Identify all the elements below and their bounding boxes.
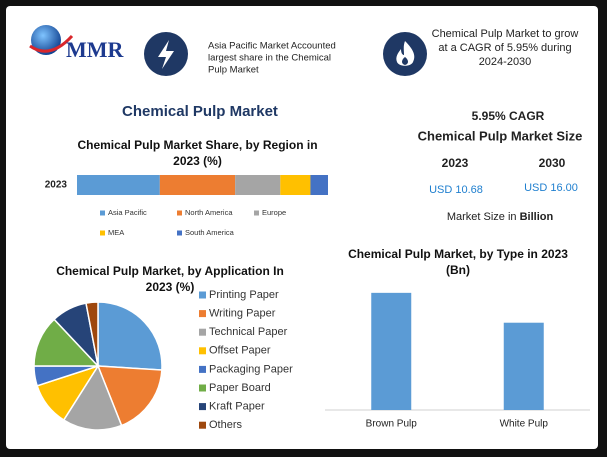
legend-swatch xyxy=(199,310,206,318)
legend-label: Printing Paper xyxy=(209,289,279,301)
chart-title: Chemical Pulp Market, by Type in 2023 (B… xyxy=(348,247,568,277)
market-value: USD 16.00 xyxy=(524,182,578,194)
header-left-line: Pulp Market xyxy=(208,65,259,76)
legend-label: Europe xyxy=(262,208,286,217)
legend-swatch xyxy=(199,384,206,392)
legend-swatch xyxy=(177,230,182,236)
market-size-label: Market Size in Billion xyxy=(447,211,554,223)
legend-label: Packaging Paper xyxy=(209,363,293,375)
pie-slice xyxy=(85,301,99,367)
chart-title: Chemical Pulp Market Share, by Region in… xyxy=(77,138,318,168)
legend-label: Paper Board xyxy=(209,382,271,394)
legend-swatch xyxy=(100,230,105,236)
legend-swatch xyxy=(100,210,105,216)
legend-label: Kraft Paper xyxy=(209,401,265,413)
header-right-line: Chemical Pulp Market to grow xyxy=(432,28,579,40)
legend-label: Technical Paper xyxy=(209,326,288,338)
year: 2023 xyxy=(442,156,469,170)
legend-label: North America xyxy=(185,208,233,217)
legend-swatch xyxy=(254,210,259,216)
bar-segment xyxy=(159,175,236,195)
market-size-heading: Chemical Pulp Market Size xyxy=(418,128,583,143)
legend-swatch xyxy=(199,347,206,355)
bar-segment xyxy=(235,175,281,195)
legend-swatch xyxy=(199,365,206,373)
bar-segment xyxy=(280,175,311,195)
flame-shape xyxy=(396,41,415,66)
chart-title: Chemical Pulp Market, by Application In … xyxy=(56,264,284,294)
x-tick-label: Brown Pulp xyxy=(366,419,418,430)
market-value: USD 10.68 xyxy=(429,184,483,196)
logo-text: MMR xyxy=(66,37,125,62)
legend-label: Asia Pacific xyxy=(108,208,147,217)
legend-swatch xyxy=(199,403,206,411)
bar-segment xyxy=(77,175,160,195)
category-label: 2023 xyxy=(45,180,68,191)
year: 2030 xyxy=(539,156,566,170)
header-left-line: Asia Pacific Market Accounted xyxy=(208,41,336,52)
cagr: 5.95% CAGR xyxy=(472,109,545,123)
flame-core xyxy=(402,57,408,65)
bar-segment xyxy=(310,175,328,195)
legend-swatch xyxy=(199,421,206,429)
legend-label: Offset Paper xyxy=(209,345,271,357)
legend-swatch xyxy=(199,291,206,299)
pie-slice xyxy=(62,364,123,431)
pie-slice xyxy=(96,365,163,427)
main-title: Chemical Pulp Market xyxy=(122,103,278,120)
x-tick-label: White Pulp xyxy=(500,419,549,430)
legend-label: Others xyxy=(209,419,243,431)
logo-globe xyxy=(31,25,61,55)
bar xyxy=(371,292,412,410)
legend-label: Writing Paper xyxy=(209,308,276,320)
header-right-line: 2024-2030 xyxy=(479,56,532,68)
legend-label: South America xyxy=(185,228,235,237)
lightning-bolt xyxy=(158,40,174,69)
legend-swatch xyxy=(177,210,182,216)
header-left-line: largest share in the Chemical xyxy=(208,53,331,64)
label: Market Size in xyxy=(447,211,517,223)
bar xyxy=(503,322,544,410)
pie-slice xyxy=(97,301,163,371)
logo-swoosh xyxy=(29,34,74,53)
legend-swatch xyxy=(199,328,206,336)
legend-label: MEA xyxy=(108,228,124,237)
unit: Billion xyxy=(520,211,554,223)
header-right-line: at a CAGR of 5.95% during xyxy=(438,42,571,54)
